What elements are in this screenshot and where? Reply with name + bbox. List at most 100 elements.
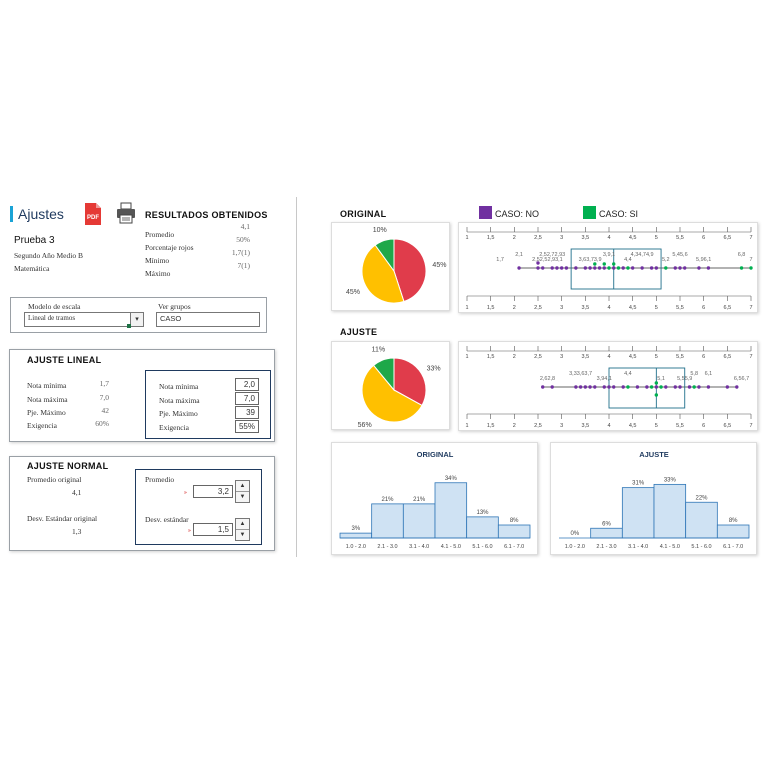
data-point-no: [588, 266, 592, 270]
data-point-no: [678, 266, 682, 270]
boxplot-ajuste-panel: 1 1 1,5 1,5 2 2 2,5 2,5 3 3 3,5 3,5 4 4 4,5 4,5 5 5 5,5 5,5…: [458, 341, 758, 431]
data-point-no: [550, 385, 554, 389]
histogram-category-label: 5.1 - 6.0: [472, 544, 492, 550]
axis-tick-label: 5: [655, 235, 658, 241]
svg-text:PDF: PDF: [87, 215, 99, 221]
pie-ajuste-panel: 33% 56% 11%: [331, 341, 450, 430]
linear-inputs-box: Nota mínima 2,0 Nota máxima 7,0 Pje. Máx…: [145, 370, 271, 439]
data-point-no: [725, 385, 730, 389]
axis-tick-label: 1,5: [487, 354, 495, 360]
histogram-ajuste: AJUSTE 0% 1.0 - 2.0 6% 2.1 - 3.0 31% 3.1 - 4.0…: [559, 450, 750, 550]
data-point-no: [649, 266, 654, 270]
groups-label: Ver grupos: [158, 302, 191, 311]
data-point-no: [607, 385, 611, 389]
data-point-no: [630, 266, 635, 270]
histogram-category-label: 2.1 - 3.0: [596, 544, 616, 550]
data-point-si: [749, 266, 753, 270]
data-point-no: [583, 385, 588, 389]
linear-row-label: Nota máxima: [27, 395, 68, 404]
axis-tick-label: 4: [607, 235, 610, 241]
groups-input-value: CASO: [160, 314, 182, 323]
data-point-no: [517, 266, 521, 270]
axis-tick-label: 4: [607, 423, 610, 429]
pie-slice: [393, 238, 427, 303]
axis-tick-label: 2: [513, 305, 516, 311]
result-label: Máximo: [145, 269, 171, 278]
scale-select-handle: [127, 324, 131, 328]
boxplot-original-panel: 1 1 1,5 1,5 2 2 2,5 2,5 3 3 3,5 3,5 4 4 4,5 4,5 5 5 5,5 5,5…: [458, 222, 758, 313]
sd-input[interactable]: 1,5: [193, 523, 233, 536]
linear-max-score-input[interactable]: 39: [235, 406, 259, 419]
linear-input-label: Nota mínima: [159, 382, 199, 391]
linear-title: AJUSTE LINEAL: [27, 355, 102, 365]
pie-slice: [361, 364, 423, 423]
histogram-bar-label: 21%: [381, 497, 394, 503]
orig-sd-value: 1,3: [72, 527, 82, 536]
scale-select-dropdown-button[interactable]: ▾: [130, 312, 144, 327]
axis-tick-label: 5,5: [676, 354, 684, 360]
axis-tick-label: 7: [749, 305, 752, 311]
data-point-no: [574, 385, 578, 389]
section-original-label: ORIGINAL: [340, 209, 387, 219]
test-subject: Matemática: [14, 264, 50, 273]
pie-slice-label: 45%: [432, 262, 446, 269]
histogram-bar: [590, 527, 623, 539]
pie-slice-label: 56%: [358, 422, 372, 429]
data-point-label: 3,9,1: [603, 252, 615, 258]
histogram-ajuste-panel: AJUSTE 0% 1.0 - 2.0 6% 2.1 - 3.0 31% 3.1 - 4.0…: [550, 442, 757, 555]
axis-tick-label: 6: [702, 354, 705, 360]
data-point-si: [626, 266, 630, 270]
axis-tick-label: 2: [513, 235, 516, 241]
pie-slice-label: 11%: [372, 347, 386, 354]
spin-down-icon[interactable]: ▼: [239, 532, 246, 538]
scale-label: Modelo de escala: [28, 302, 81, 311]
data-point-no: [559, 266, 564, 270]
histogram-bar: [685, 501, 718, 539]
pie-slice: [361, 244, 405, 304]
result-value: 4,1: [240, 222, 250, 231]
data-point-no: [536, 266, 540, 270]
data-point-no: [664, 385, 668, 389]
axis-tick-label: 3,5: [582, 235, 590, 241]
axis-tick-label: 2: [513, 354, 516, 360]
iqr-box: [570, 248, 662, 290]
data-point-label: 7: [749, 257, 752, 263]
linear-demand-input[interactable]: 55%: [235, 420, 259, 433]
data-point-label: 2,62,8: [540, 376, 555, 382]
data-point-no: [574, 266, 578, 270]
axis-tick-label: 5: [655, 354, 658, 360]
histogram-bar-label: 31%: [632, 481, 645, 487]
axis-tick-label: 5: [655, 423, 658, 429]
data-point-si: [659, 385, 663, 389]
test-name: Prueba 3: [14, 235, 55, 246]
mean-input[interactable]: 3,2: [193, 485, 233, 498]
data-point-no: [541, 385, 545, 389]
linear-max-grade-input[interactable]: 7,0: [235, 392, 259, 405]
histogram-category-label: 1.0 - 2.0: [346, 544, 366, 550]
linear-min-grade-input[interactable]: 2,0: [235, 378, 259, 391]
pie-slice: [372, 357, 395, 392]
data-point-label: 6,56,7: [734, 376, 749, 382]
sd-flag-icon: »: [188, 528, 191, 534]
data-point-no: [593, 385, 597, 389]
histogram-bar-label: 13%: [476, 510, 489, 516]
groups-input[interactable]: CASO: [156, 312, 260, 327]
data-point-no: [683, 266, 687, 270]
axis-tick-label: 1: [465, 423, 468, 429]
spin-up-icon[interactable]: ▲: [236, 481, 249, 492]
mean-spinner[interactable]: ▲ ▼: [235, 480, 250, 503]
spin-up-icon[interactable]: ▲: [236, 519, 249, 530]
axis-tick-label: 7: [749, 235, 752, 241]
result-value: 7(1): [237, 261, 251, 270]
printer-icon[interactable]: [115, 202, 137, 224]
spin-down-icon[interactable]: ▼: [239, 494, 246, 500]
data-point-no: [578, 385, 583, 389]
axis-tick-label: 2: [513, 423, 516, 429]
sd-spinner[interactable]: ▲ ▼: [235, 518, 250, 541]
scale-select[interactable]: Lineal de tramos: [24, 312, 144, 327]
histogram-category-label: 6.1 - 7.0: [504, 544, 524, 550]
axis-tick-label: 6,5: [724, 423, 732, 429]
pdf-export-icon[interactable]: PDF: [83, 202, 103, 226]
linear-adjust-panel: AJUSTE LINEAL Nota mínima 1,7 Nota máxim…: [9, 349, 275, 442]
section-ajuste-label: AJUSTE: [340, 327, 378, 337]
